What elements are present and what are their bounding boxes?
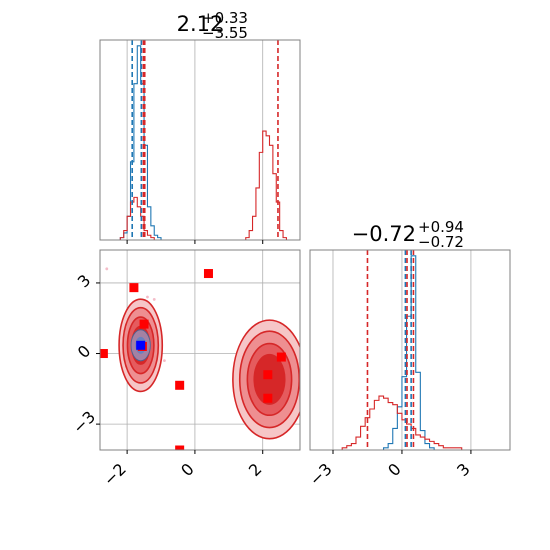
joint-ytick-label-2: −3 [69,407,99,437]
marginal-top-frame [99,39,301,241]
marginal-right-title: −0.72 [352,222,416,246]
joint-scatter-point-4 [163,359,166,362]
joint-red-marker-8 [263,393,273,403]
joint-blue-marker-0 [136,340,146,350]
joint-red-marker-3 [100,349,108,359]
joint-red-marker-4 [175,380,185,390]
marginal-right-xtick-label-0: −3 [306,459,336,489]
joint-red-marker-1 [139,319,149,329]
marginal-right-hist-series-1 [328,395,471,451]
marginal-top-hist-series-1 [110,130,290,241]
marginal-top-title: 2.12 [177,12,224,36]
joint-ytick-label-0: 3 [74,271,95,292]
joint-xtick-label-2: 2 [245,459,266,480]
joint-xtick-label-0: −2 [100,459,130,489]
joint-scatter-point-2 [152,298,156,301]
marginal-right-frame [309,249,511,451]
joint-plot-area [100,250,300,450]
marginal-top-title-value: 2.12 [177,12,224,36]
joint-ytick-label-1: 0 [74,341,95,362]
joint-panel: −2 0 2 3 0 −3 [69,249,301,490]
joint-contour-1-level-0 [253,353,286,405]
marginal-right-hist-series-0 [328,255,471,451]
joint-frame [99,249,301,451]
marginal-right-panel: −3 0 3 [306,249,511,490]
marginal-right-xtick-label-1: 0 [384,459,405,480]
marginal-right-title-upper: +0.94 [418,218,464,236]
marginal-right-title-lower: −0.72 [418,233,464,251]
joint-red-marker-2 [203,269,213,279]
marginal-right-xtick-label-2: 3 [453,459,474,480]
joint-red-marker-7 [263,370,273,380]
marginal-top-title-lower: −3.55 [202,24,248,42]
joint-red-marker-0 [129,283,139,293]
marginal-top-title-upper: +0.33 [202,9,248,27]
marginal-top-panel [99,39,301,244]
joint-red-marker-5 [175,445,185,450]
joint-xtick-label-1: 0 [177,459,198,480]
joint-scatter-point-1 [146,295,149,299]
joint-scatter-point-0 [105,267,109,271]
joint-red-marker-6 [276,352,286,362]
marginal-right-title-value: −0.72 [352,222,416,246]
